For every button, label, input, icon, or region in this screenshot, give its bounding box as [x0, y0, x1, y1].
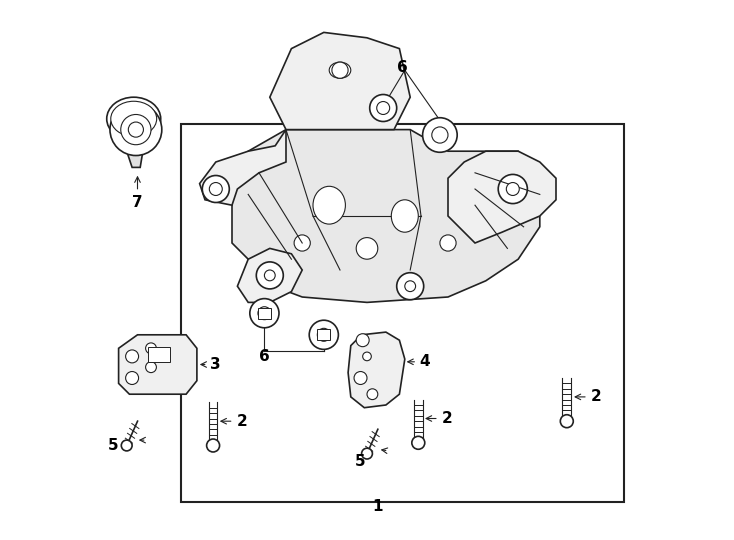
Circle shape [258, 307, 271, 320]
Circle shape [309, 320, 338, 349]
Circle shape [209, 183, 222, 195]
Circle shape [560, 415, 573, 428]
Circle shape [121, 114, 151, 145]
Circle shape [126, 372, 139, 384]
FancyBboxPatch shape [181, 124, 623, 502]
Circle shape [356, 334, 369, 347]
Circle shape [404, 281, 415, 292]
Text: 6: 6 [259, 349, 270, 364]
Circle shape [256, 262, 283, 289]
Text: 5: 5 [355, 454, 366, 469]
Circle shape [367, 389, 378, 400]
Ellipse shape [356, 238, 378, 259]
Circle shape [250, 299, 279, 328]
Ellipse shape [313, 186, 346, 224]
FancyBboxPatch shape [258, 308, 271, 319]
Polygon shape [119, 335, 197, 394]
Ellipse shape [111, 102, 156, 137]
Polygon shape [448, 151, 556, 243]
Text: 3: 3 [211, 357, 221, 372]
Ellipse shape [294, 235, 310, 251]
Text: 1: 1 [373, 499, 383, 514]
Circle shape [370, 94, 396, 122]
Circle shape [332, 62, 348, 78]
Polygon shape [232, 130, 539, 302]
Circle shape [206, 439, 219, 452]
Circle shape [377, 102, 390, 114]
Polygon shape [200, 130, 286, 205]
Circle shape [363, 352, 371, 361]
Text: 2: 2 [591, 389, 601, 404]
Polygon shape [237, 248, 302, 302]
Polygon shape [348, 332, 404, 408]
Circle shape [412, 436, 425, 449]
Circle shape [264, 270, 275, 281]
Circle shape [128, 122, 143, 137]
Circle shape [145, 362, 156, 373]
Circle shape [362, 448, 372, 459]
Ellipse shape [106, 97, 161, 140]
Text: 2: 2 [442, 411, 452, 426]
FancyBboxPatch shape [148, 347, 170, 362]
Circle shape [498, 174, 528, 204]
Circle shape [432, 127, 448, 143]
Circle shape [126, 350, 139, 363]
Ellipse shape [330, 62, 351, 78]
Text: 7: 7 [132, 195, 143, 210]
Text: 4: 4 [419, 354, 430, 369]
Polygon shape [270, 32, 410, 130]
Circle shape [121, 440, 132, 451]
Circle shape [203, 176, 229, 202]
Text: 2: 2 [236, 414, 247, 429]
Circle shape [145, 343, 156, 354]
Text: 6: 6 [396, 60, 407, 75]
Circle shape [423, 118, 457, 152]
Polygon shape [127, 151, 143, 167]
Circle shape [396, 273, 424, 300]
Circle shape [506, 183, 519, 195]
Circle shape [317, 328, 330, 341]
FancyBboxPatch shape [317, 329, 330, 340]
Ellipse shape [391, 200, 418, 232]
Text: 5: 5 [108, 438, 118, 453]
Circle shape [354, 372, 367, 384]
Ellipse shape [440, 235, 456, 251]
Circle shape [110, 104, 161, 156]
